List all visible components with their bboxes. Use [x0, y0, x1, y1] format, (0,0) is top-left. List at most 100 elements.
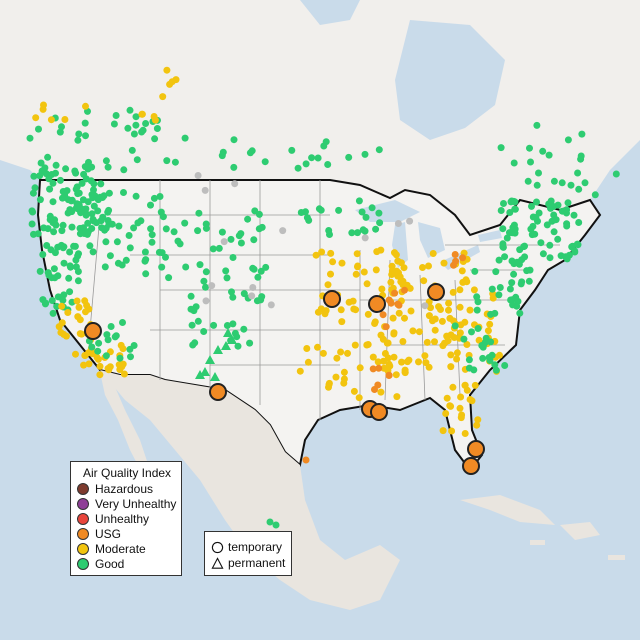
monitor-marker: [395, 309, 403, 317]
mexico-land: [100, 370, 400, 610]
monitor-marker: [209, 245, 217, 253]
monitor-marker: [272, 521, 280, 529]
monitor-marker: [545, 151, 553, 159]
temporary-monitor-marker: [323, 290, 341, 308]
monitor-marker: [474, 298, 482, 306]
monitor-marker: [470, 286, 478, 294]
monitor-marker: [503, 234, 511, 242]
monitor-marker: [218, 228, 226, 236]
monitor-marker: [36, 196, 44, 204]
monitor-marker: [539, 250, 547, 258]
monitor-marker: [53, 302, 61, 310]
monitor-marker: [29, 208, 37, 216]
monitor-marker: [563, 222, 571, 230]
monitor-marker: [340, 375, 348, 383]
monitor-marker: [168, 78, 176, 86]
monitor-marker: [81, 297, 89, 305]
monitor-marker: [231, 329, 239, 337]
monitor-marker: [344, 349, 351, 357]
legend-label-usg: USG: [95, 527, 122, 541]
monitor-marker: [194, 317, 202, 325]
monitor-marker: [74, 313, 82, 321]
monitor-marker: [350, 387, 358, 395]
monitor-marker: [499, 243, 507, 251]
monitor-marker: [527, 225, 535, 233]
monitor-marker: [567, 181, 575, 189]
monitor-marker: [550, 177, 558, 185]
monitor-marker: [517, 280, 525, 288]
monitor-marker: [438, 317, 446, 325]
permanent-monitor-marker: [195, 370, 205, 379]
monitor-marker: [258, 293, 266, 301]
monitor-marker: [513, 302, 521, 310]
monitor-marker: [550, 203, 557, 210]
monitor-marker: [393, 393, 401, 401]
legend-item-usg: USG: [77, 527, 121, 541]
monitor-marker: [74, 252, 82, 260]
monitor-marker: [119, 345, 127, 353]
monitor-marker: [543, 221, 551, 229]
monitor-marker: [246, 339, 254, 347]
permanent-monitor-marker: [227, 335, 237, 344]
monitor-marker: [84, 165, 92, 173]
monitor-marker: [510, 159, 518, 167]
monitor-marker: [138, 128, 146, 136]
monitor-marker: [44, 269, 52, 277]
monitor-marker: [116, 354, 124, 362]
monitor-marker: [78, 179, 86, 187]
monitor-marker: [407, 307, 415, 315]
monitor-marker: [468, 397, 476, 405]
monitor-marker: [474, 325, 482, 332]
monitor-marker: [45, 175, 53, 183]
monitor-marker: [52, 221, 60, 229]
monitor-marker: [113, 238, 121, 246]
good-swatch-icon: [77, 558, 89, 570]
monitor-marker: [304, 358, 312, 366]
monitor-marker: [49, 198, 57, 206]
monitor-marker: [348, 229, 356, 237]
temporary-monitor-marker: [368, 295, 386, 313]
monitor-marker: [539, 147, 547, 155]
monitor-marker: [36, 267, 44, 275]
monitor-marker: [138, 110, 146, 118]
monitor-marker: [200, 328, 208, 335]
monitor-marker: [335, 206, 343, 214]
monitor-marker: [126, 244, 134, 252]
monitor-marker: [495, 256, 503, 264]
monitor-marker: [422, 359, 430, 367]
monitor-marker: [409, 327, 417, 335]
monitor-marker: [448, 427, 456, 435]
monitor-marker: [52, 161, 60, 169]
monitor-marker: [80, 361, 88, 369]
monitor-marker: [34, 230, 42, 238]
monitor-marker: [355, 197, 363, 205]
monitor-marker: [516, 309, 524, 317]
monitor-marker: [479, 354, 487, 362]
monitor-marker: [105, 189, 113, 197]
monitor-marker: [486, 320, 494, 328]
monitor-marker: [56, 176, 64, 184]
monitor-marker: [564, 136, 572, 144]
monitor-marker: [492, 366, 500, 374]
legend-item-permanent: permanent: [211, 556, 285, 570]
monitor-marker: [425, 262, 432, 270]
permanent-monitor-marker: [210, 372, 220, 381]
monitor-marker: [429, 317, 436, 325]
lake-ontario: [478, 230, 502, 242]
monitor-marker: [537, 239, 545, 247]
monitor-marker: [465, 356, 473, 364]
monitor-marker: [369, 353, 377, 361]
monitor-marker: [102, 238, 110, 246]
monitor-marker: [59, 194, 66, 202]
monitor-marker: [64, 309, 72, 316]
monitor-marker: [254, 273, 262, 281]
monitor-marker: [456, 303, 464, 311]
monitor-marker: [337, 306, 345, 314]
monitor-marker: [399, 281, 407, 289]
monitor-marker: [377, 388, 385, 396]
monitor-marker: [305, 216, 313, 224]
monitor-marker: [421, 352, 429, 360]
lake-superior: [355, 200, 420, 222]
monitor-marker: [458, 267, 466, 275]
